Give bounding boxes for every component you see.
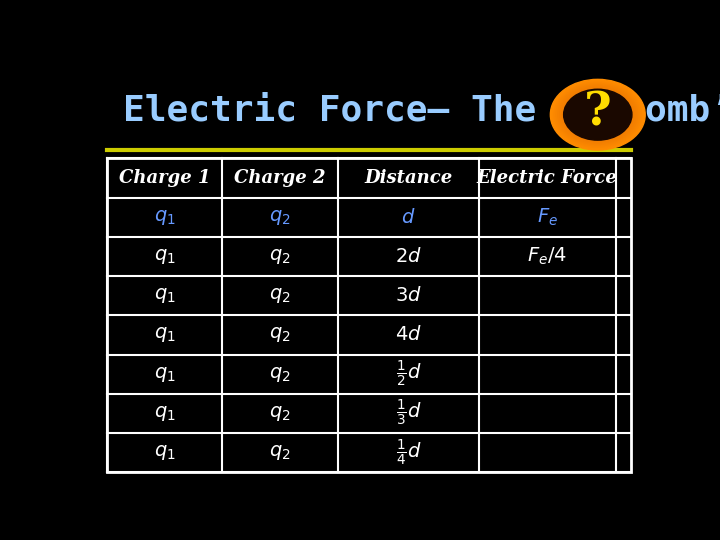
Text: $3d$: $3d$: [395, 286, 422, 305]
Circle shape: [594, 112, 602, 118]
Circle shape: [564, 89, 632, 140]
Text: $\frac{1}{2}d$: $\frac{1}{2}d$: [395, 359, 421, 389]
Circle shape: [588, 107, 607, 122]
Text: $d$: $d$: [401, 208, 415, 227]
Circle shape: [558, 85, 638, 144]
Text: $q_1$: $q_1$: [153, 286, 175, 305]
Bar: [107, 158, 631, 472]
Circle shape: [564, 89, 632, 140]
Text: $2d$: $2d$: [395, 247, 422, 266]
Text: Distance: Distance: [364, 169, 452, 187]
Text: $q_1$: $q_1$: [153, 247, 175, 266]
Text: $q_2$: $q_2$: [269, 247, 291, 266]
Circle shape: [579, 100, 617, 129]
Text: $q_1$: $q_1$: [153, 208, 175, 227]
Circle shape: [560, 86, 636, 143]
Text: $q_1$: $q_1$: [153, 364, 175, 384]
Circle shape: [586, 106, 609, 123]
Text: $q_2$: $q_2$: [269, 326, 291, 345]
Circle shape: [567, 92, 628, 137]
Text: $q_1$: $q_1$: [153, 326, 175, 345]
Circle shape: [570, 93, 626, 136]
Circle shape: [581, 102, 615, 127]
Circle shape: [596, 113, 600, 116]
Text: $F_e/4$: $F_e/4$: [527, 246, 567, 267]
Circle shape: [582, 103, 613, 126]
Text: Electric Force– The Coulomb’s Law: Electric Force– The Coulomb’s Law: [124, 94, 720, 128]
Text: Charge 2: Charge 2: [234, 169, 325, 187]
Text: $q_2$: $q_2$: [269, 364, 291, 384]
Circle shape: [552, 81, 643, 148]
Text: $q_1$: $q_1$: [153, 404, 175, 423]
Text: $q_2$: $q_2$: [269, 286, 291, 305]
Circle shape: [590, 109, 606, 120]
Circle shape: [573, 96, 623, 133]
Text: ?: ?: [584, 90, 612, 136]
Text: $4d$: $4d$: [395, 326, 422, 345]
Circle shape: [562, 88, 634, 141]
Circle shape: [565, 91, 630, 139]
Text: $\frac{1}{4}d$: $\frac{1}{4}d$: [395, 437, 421, 468]
Text: Charge 1: Charge 1: [119, 169, 210, 187]
Circle shape: [550, 79, 645, 150]
Circle shape: [592, 111, 603, 119]
Circle shape: [556, 84, 639, 146]
Circle shape: [554, 82, 642, 147]
Text: $q_2$: $q_2$: [269, 443, 291, 462]
Text: Electric Force: Electric Force: [477, 169, 618, 187]
Circle shape: [577, 99, 618, 130]
Text: $q_1$: $q_1$: [153, 443, 175, 462]
Text: $\frac{1}{3}d$: $\frac{1}{3}d$: [395, 399, 421, 428]
Circle shape: [571, 95, 624, 134]
Circle shape: [585, 105, 611, 125]
Text: $q_2$: $q_2$: [269, 208, 291, 227]
Text: $q_2$: $q_2$: [269, 404, 291, 423]
Text: $F_e$: $F_e$: [537, 207, 558, 228]
Circle shape: [575, 98, 621, 132]
